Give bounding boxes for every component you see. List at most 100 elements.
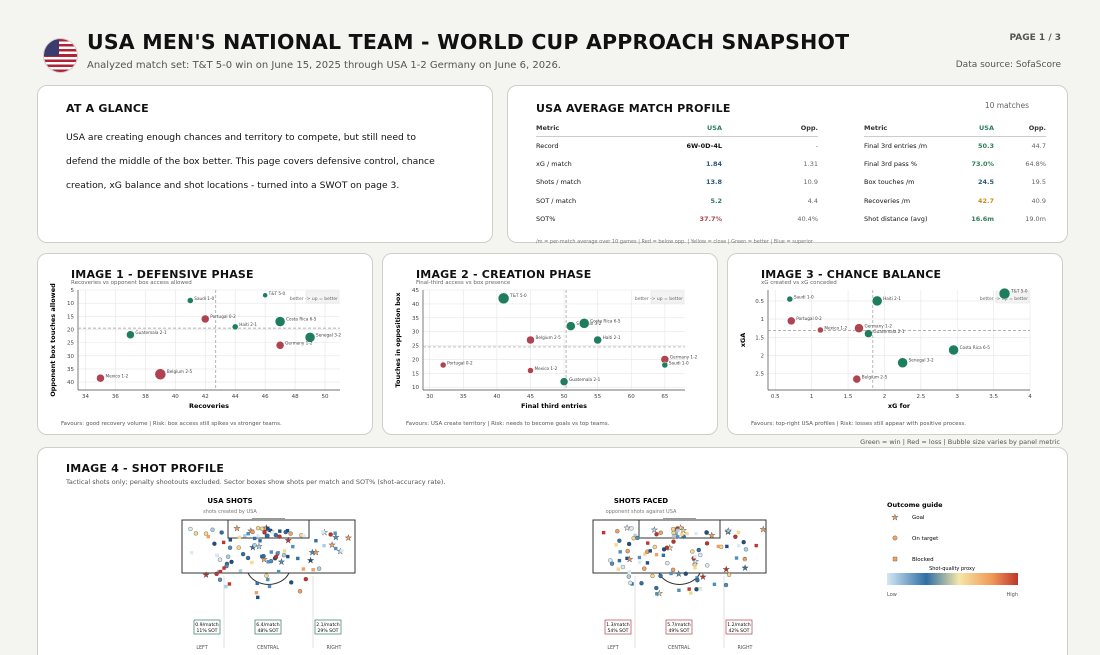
data-point [439,361,447,369]
metric-label: xG / match [536,159,572,168]
usa-value: 50.3 [977,141,994,150]
point-label: Belgium 2-5 [535,335,561,340]
x-axis-label: xG for [888,402,911,410]
opp-value: 44.7 [1031,141,1046,150]
on-target-shot-marker [695,578,700,583]
x-tick-label: 35 [460,394,467,400]
blocked-shot-marker [282,549,287,553]
usa-value: 42.7 [977,196,994,205]
data-point [96,373,105,383]
goal-legend-icon: ★ [891,513,898,522]
scale-title: Shot-quality proxy [929,566,975,572]
better-badge [650,290,685,304]
goal [663,518,696,521]
goal-shot-marker: ★ [345,533,352,542]
usa-value: 5.2 [710,196,722,205]
blocked-shot-marker [680,532,684,537]
blocked-shot-marker [734,556,739,560]
sector-sot: 49% SOT [668,628,689,634]
profile-card: USA AVERAGE MATCH PROFILE 10 matches Met… [507,85,1068,245]
blocked-shot-marker [654,552,659,557]
blocked-shot-marker [252,536,257,541]
col-usa: USA [666,124,722,137]
metric-label: Shots / match [536,178,582,187]
opp-value: 1.31 [803,159,818,168]
blocked-shot-marker [648,549,652,553]
usa-value: 73.0% [971,159,994,168]
page-number: PAGE 1 / 3 [1009,33,1061,43]
blocked-shot-marker [285,528,290,533]
sector-box [725,619,753,635]
blocked-shot-marker [616,567,621,571]
x-tick-label: 2 [883,394,887,400]
pitch-title: USA SHOTS [207,497,252,505]
sector-shots: 1.2/match [727,622,750,628]
on-target-shot-marker [255,525,261,531]
point-label: Belgium 2-5 [167,369,193,374]
point-label: Costa Rica 6-5 [590,318,621,323]
on-target-shot-marker [652,544,657,550]
x-tick-label: 1.5 [844,394,853,400]
x-tick-label: 60 [628,394,635,400]
usa-value: 6W-0D-4L [686,141,723,150]
on-target-shot-marker [671,539,676,544]
legend-label: Goal [912,515,925,521]
on-target-shot-marker [625,549,630,554]
scatter-chart: 0.5 1 1.5 2 2.5 3 3.5 40.511.522.5xG forxGAbett… [739,287,1032,410]
x-tick-label: 65 [661,394,668,400]
blocked-shot-marker [340,549,344,553]
blocked-shot-marker [218,569,223,574]
x-tick-label: 50 [322,394,329,400]
col-metric: Metric [864,124,960,137]
x-tick-label: 2.5 [916,394,925,400]
on-target-shot-marker [252,543,257,548]
y-tick-label: 15 [412,371,419,377]
col-usa: USA [960,124,994,137]
on-target-shot-marker [639,581,644,586]
profile-row: Final 3rd entries /m 50.3 44.7 [864,137,1046,155]
on-target-shot-marker [705,563,710,568]
blocked-shot-marker [671,534,676,538]
on-target-shot-marker [654,585,659,591]
sector-shots: 2.1/match [316,622,339,628]
data-point [126,330,135,339]
blocked-shot-marker [254,590,259,595]
blocked-shot-marker [314,539,318,543]
blocked-shot-marker [302,533,306,538]
scale-low: Low [887,592,897,598]
data-point [201,314,210,324]
blocked-shot-marker [601,530,606,535]
goal-shot-marker: ★ [724,527,731,536]
x-tick-label: 3 [955,394,959,400]
blocked-shot-marker [256,595,260,600]
profile-row: SOT / match 5.2 4.4 [536,191,818,209]
panel-title: IMAGE 2 - CREATION PHASE [416,268,592,281]
opp-value: 64.8% [1025,159,1046,168]
on-target-shot-marker [726,572,732,577]
on-target-shot-marker [227,545,233,550]
blocked-shot-marker [311,568,315,572]
profile-row: Record 6W-0D-4L - [536,137,818,155]
on-target-shot-marker [316,566,322,571]
profile-table-right: Metric USA Opp. Final 3rd entries /m 50.3… [864,124,1046,228]
point-label: Guatemala 2-1 [569,377,601,382]
y-tick-label: 10 [67,301,74,307]
chance-balance-card: IMAGE 3 - CHANCE BALANCE xG created vs x… [727,253,1063,435]
y-tick-label: 20 [67,327,74,333]
data-point [275,341,285,350]
x-tick-label: 3.5 [989,394,998,400]
on-target-shot-marker [620,564,626,570]
blocked-shot-marker [268,528,273,533]
on-target-shot-marker [259,526,265,531]
goal-shot-marker: ★ [332,533,339,542]
on-target-shot-marker [250,529,255,535]
at-a-glance-card: AT A GLANCE USA are creating enough chan… [37,85,493,243]
goal-shot-marker: ★ [741,564,748,573]
goal-shot-marker: ★ [309,548,316,557]
on-target-shot-marker [629,526,634,531]
panel-subtitle: Tactical shots only; penalty shootouts e… [66,478,446,486]
y-tick-label: 30 [67,354,74,360]
sector-box [254,619,282,635]
blocked-shot-marker [265,526,270,531]
opp-value: 19.0m [1025,214,1046,223]
